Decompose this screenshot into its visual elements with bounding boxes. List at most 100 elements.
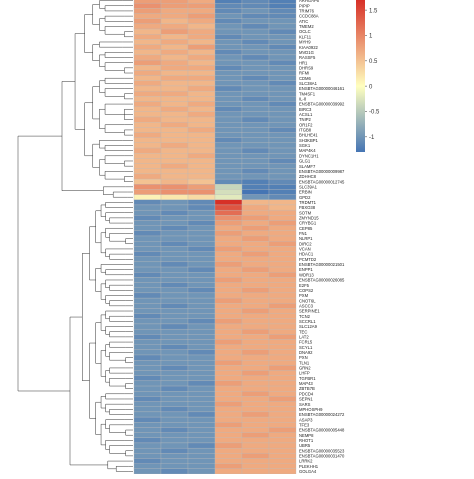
heatmap-cell [160, 391, 189, 397]
heatmap-cell [160, 437, 189, 444]
heatmap-cell [241, 453, 270, 459]
heatmap-cell [187, 132, 216, 138]
row-label: PIPIP [299, 3, 310, 8]
heatmap-cell [214, 199, 243, 206]
heatmap-cell [241, 277, 270, 283]
row-label: ZMYND15 [299, 215, 319, 220]
heatmap-cell [160, 266, 189, 273]
heatmap-cell [133, 261, 162, 268]
heatmap-cell [160, 297, 189, 304]
heatmap-cell [241, 90, 270, 97]
heatmap-cell [160, 59, 189, 66]
heatmap-cell [241, 220, 270, 226]
heatmap-cell [187, 8, 216, 14]
heatmap-cell [133, 220, 162, 226]
heatmap-cell [133, 401, 162, 407]
heatmap-cell [133, 44, 162, 50]
heatmap-cell [133, 90, 162, 97]
heatmap-cell [214, 96, 243, 102]
dendrogram-branch [99, 0, 123, 9]
heatmap-cell [268, 132, 297, 138]
dendrogram-branch [92, 86, 100, 120]
heatmap-cell [160, 328, 189, 335]
dendrogram-branch [109, 424, 126, 433]
heatmap-cell [133, 49, 162, 56]
row-label: TGFBR1 [299, 376, 316, 381]
heatmap-cell [241, 246, 270, 252]
heatmap-cell [268, 437, 297, 444]
heatmap-cell [187, 261, 216, 268]
heatmap-cell [160, 380, 189, 387]
heatmap-cell [187, 246, 216, 252]
heatmap-cell [241, 96, 270, 102]
heatmap-cell [214, 209, 243, 216]
heatmap-cell [133, 339, 162, 345]
dendrogram-branch [109, 352, 126, 361]
heatmap-cell [160, 442, 189, 449]
heatmap-cell [160, 116, 189, 123]
row-label: RHOT1 [299, 438, 314, 443]
heatmap-cell [214, 354, 243, 361]
row-dendrogram [17, 0, 133, 472]
heatmap-cell [187, 308, 216, 314]
heatmap-cell [241, 106, 270, 112]
row-label: SH3KBP1 [299, 138, 319, 143]
heatmap-cell [133, 308, 162, 314]
heatmap-cell [133, 427, 162, 433]
heatmap-cell [241, 241, 270, 247]
row-label: ENSBTAG00000035523 [299, 448, 345, 453]
dendrogram-branch [109, 253, 126, 260]
row-label: KIAA0922 [299, 45, 319, 50]
heatmap-cell [133, 59, 162, 66]
heatmap-cell [241, 49, 270, 56]
row-label: TCN2 [299, 314, 311, 319]
dendrogram-branch [92, 44, 100, 61]
heatmap-cell [160, 385, 189, 392]
heatmap-cell [187, 391, 216, 397]
heatmap-cell [241, 297, 270, 304]
dendrogram-branch [105, 248, 125, 257]
heatmap-cell [133, 463, 162, 469]
dendrogram-branch [105, 370, 110, 383]
heatmap-cell [160, 432, 189, 438]
heatmap-cell [133, 287, 162, 294]
heatmap-cell [268, 106, 297, 112]
row-label: HR1 [299, 60, 308, 65]
dendrogram-branch [61, 81, 104, 191]
heatmap-cell [214, 39, 243, 45]
heatmap-cells [133, 0, 297, 475]
heatmap-cell [160, 75, 189, 81]
heatmap-cell [214, 349, 243, 356]
dendrogram-branch [95, 401, 102, 435]
heatmap-cell [133, 225, 162, 231]
dendrogram-branch [104, 62, 125, 71]
heatmap-cell [187, 80, 216, 87]
heatmap-cell [268, 178, 297, 185]
heatmap-cell [187, 137, 216, 144]
heatmap-cell [160, 282, 189, 288]
heatmap-cell [268, 287, 297, 294]
heatmap-cell [214, 401, 243, 407]
heatmap-cell [241, 215, 270, 221]
heatmap-cell [268, 184, 297, 190]
heatmap-cell [187, 54, 216, 61]
heatmap-cell [241, 127, 270, 133]
heatmap-cell [214, 432, 243, 438]
heatmap-cell [187, 241, 216, 247]
heatmap-cell [241, 85, 270, 92]
heatmap-cell [133, 396, 162, 402]
heatmap-cell [214, 323, 243, 330]
heatmap-cell [133, 80, 162, 87]
heatmap-cell [160, 158, 189, 164]
heatmap-cell [160, 194, 189, 200]
heatmap-cell [241, 272, 270, 278]
heatmap-cell [241, 230, 270, 237]
row-label: NLRP1 [299, 236, 313, 241]
row-label: SEPN1 [299, 397, 313, 402]
row-label: ENSBTAG00000039992 [299, 102, 345, 107]
dendrogram-branch [124, 129, 133, 136]
heatmap-cell [241, 360, 270, 366]
heatmap-cell [160, 401, 189, 407]
heatmap-cell [241, 401, 270, 407]
heatmap-cell [241, 365, 270, 371]
